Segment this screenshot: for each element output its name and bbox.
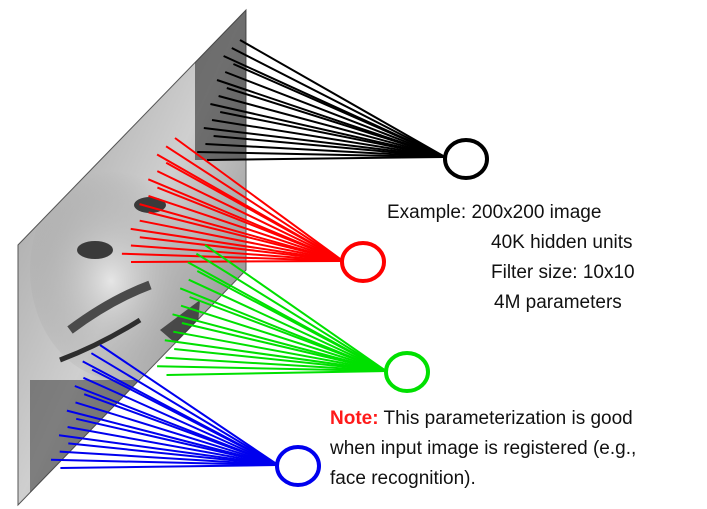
black-connection-line bbox=[206, 156, 446, 161]
green-connection-line bbox=[188, 278, 387, 372]
black-connection-line bbox=[203, 127, 446, 158]
blue-connection-line bbox=[90, 352, 279, 466]
example-line-4: 4M parameters bbox=[494, 292, 622, 313]
red-connection-line bbox=[130, 244, 344, 262]
green-connection-line bbox=[165, 356, 387, 372]
red-connection-line bbox=[174, 137, 344, 262]
blue-connection-line bbox=[75, 417, 279, 466]
blue-connection-line bbox=[67, 426, 279, 466]
blue-connection-line bbox=[83, 393, 279, 466]
green-connection-line bbox=[189, 296, 387, 372]
note-line-3: face recognition). bbox=[330, 468, 476, 489]
black-hidden-unit bbox=[443, 138, 489, 180]
blue-connection-line bbox=[75, 401, 279, 466]
blue-connection-line bbox=[99, 344, 279, 466]
black-connection-line bbox=[205, 143, 446, 158]
black-connection-line bbox=[211, 119, 446, 158]
red-connection-line bbox=[139, 219, 344, 262]
example-line-1: Example: 200x200 image bbox=[387, 202, 602, 223]
black-connection-line bbox=[213, 135, 446, 158]
green-connection-line bbox=[196, 270, 387, 372]
black-connection-line bbox=[197, 151, 446, 158]
red-connection-line bbox=[139, 236, 344, 262]
green-connection-line bbox=[204, 244, 387, 372]
red-connection-line bbox=[165, 161, 344, 262]
black-connection-line bbox=[239, 39, 446, 158]
blue-connection-line bbox=[50, 458, 279, 466]
red-connections bbox=[121, 137, 344, 263]
red-connection-line bbox=[165, 145, 344, 262]
blue-connection-line bbox=[58, 434, 279, 466]
note-line-1: Note: This parameterization is good bbox=[330, 404, 633, 433]
green-connection-line bbox=[195, 252, 387, 372]
green-connection-line bbox=[180, 304, 387, 372]
blue-connection-line bbox=[60, 464, 279, 469]
black-connection-line bbox=[220, 111, 446, 158]
black-connection-line bbox=[232, 63, 446, 158]
blue-hidden-unit bbox=[275, 445, 321, 487]
red-connection-line bbox=[121, 252, 344, 262]
black-connection-line bbox=[226, 87, 446, 158]
green-connection-line bbox=[164, 339, 387, 372]
note-line-2: when input image is registered (e.g., bbox=[330, 438, 637, 459]
red-connection-line bbox=[130, 260, 344, 263]
blue-connection-line bbox=[59, 450, 279, 466]
green-connection-line bbox=[174, 348, 387, 372]
green-connection-line bbox=[157, 365, 387, 372]
green-connection-line bbox=[173, 330, 387, 372]
green-connection-line bbox=[172, 313, 387, 372]
green-connection-line bbox=[166, 370, 387, 376]
green-connections bbox=[157, 244, 387, 376]
black-connections bbox=[197, 39, 446, 161]
blue-connection-line bbox=[91, 368, 279, 466]
note-label: Note: bbox=[330, 408, 379, 429]
red-hidden-unit bbox=[340, 241, 386, 283]
red-connection-line bbox=[157, 186, 344, 262]
blue-connection-line bbox=[82, 376, 279, 466]
blue-connection-line bbox=[68, 442, 279, 466]
green-hidden-unit bbox=[384, 351, 430, 393]
red-connection-line bbox=[148, 194, 344, 262]
blue-connections bbox=[50, 344, 279, 469]
black-connection-line bbox=[231, 47, 446, 158]
note-text-1: This parameterization is good bbox=[378, 408, 633, 429]
black-connection-line bbox=[224, 71, 446, 158]
example-line-3: Filter size: 10x10 bbox=[491, 262, 635, 283]
red-connection-line bbox=[130, 227, 344, 262]
red-connection-line bbox=[156, 170, 344, 262]
example-line-2: 40K hidden units bbox=[491, 232, 633, 253]
green-connection-line bbox=[181, 322, 387, 372]
black-connection-line bbox=[218, 95, 446, 158]
red-connection-line bbox=[148, 211, 344, 262]
